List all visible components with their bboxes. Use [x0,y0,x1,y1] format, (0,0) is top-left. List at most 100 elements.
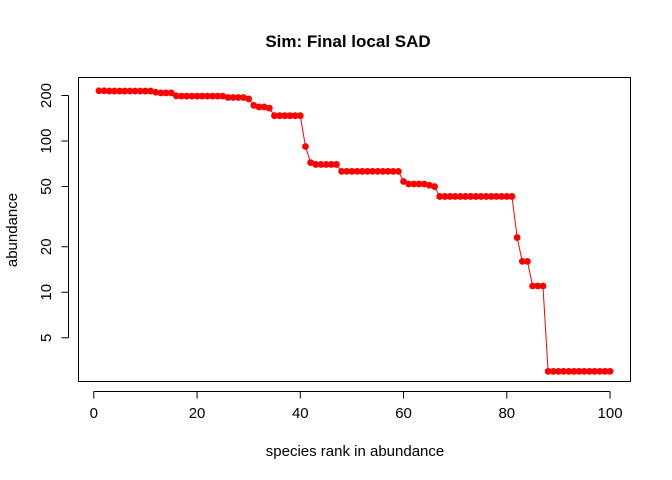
data-point [219,92,227,100]
data-point [209,92,216,100]
data-point [477,193,485,200]
data-point [534,282,542,290]
data-point [291,112,299,120]
x-tick-label: 0 [90,405,98,422]
data-point [415,180,423,188]
data-point [425,181,433,189]
data-point [147,87,154,95]
data-point [591,367,598,375]
data-point [281,112,289,120]
data-point [601,367,609,375]
data-point [508,193,516,200]
x-axis-label: species rank in abundance [266,443,444,460]
data-point [167,89,175,97]
y-tick-label: 5 [38,334,55,342]
data-point [503,193,511,200]
data-point [570,367,578,375]
data-point [436,193,444,200]
data-point [524,257,531,265]
x-tick-label: 100 [598,405,623,422]
series-segment [300,118,306,144]
data-point [389,167,397,175]
series-segment [270,110,274,114]
data-point [369,167,376,175]
y-axis-label: abundance [4,193,21,267]
data-point [136,87,144,95]
data-point [188,92,196,100]
data-point [95,87,103,95]
data-point [178,92,185,100]
data-point [513,234,521,241]
series-lines [250,101,549,369]
series-segment [542,289,549,369]
data-point [214,92,222,100]
data-point [338,167,345,175]
data-point [157,89,165,97]
data-point [203,92,211,100]
data-point [400,178,407,185]
data-point [105,87,113,95]
series-segment [337,166,341,170]
data-point [420,180,428,188]
x-axis: 0 20 40 60 80 100 [90,391,623,422]
data-point [498,193,506,200]
data-point [348,167,356,175]
y-tick-label: 100 [38,128,55,153]
data-point [317,161,325,168]
series-segment [305,149,311,160]
data-point [302,143,309,150]
data-point [379,167,387,175]
data-point [596,367,604,375]
x-tick-label: 60 [395,405,412,422]
data-point [312,161,320,168]
y-tick-label: 20 [38,238,55,255]
data-point [152,88,160,96]
y-tick-label: 10 [38,284,55,301]
series-segment [435,189,439,194]
data-point [198,92,206,100]
data-point [467,193,475,200]
x-tick-label: 20 [189,405,206,422]
data-point [456,193,464,200]
data-point [276,112,284,120]
data-point [575,367,583,375]
data-point [224,94,232,101]
data-point [446,193,454,200]
data-point [358,167,366,175]
data-point [410,180,418,188]
data-point [327,161,335,168]
data-point [441,193,449,200]
data-point [487,193,495,200]
x-tick-label: 80 [498,405,515,422]
data-point [286,112,294,120]
data-point [126,87,134,95]
data-point [333,161,340,168]
data-point [322,161,330,168]
data-point [364,167,371,175]
plot-frame [78,77,631,382]
data-point [343,167,351,175]
series-segment [399,173,403,179]
data-point [462,193,469,200]
chart-title: Sim: Final local SAD [265,32,430,51]
data-point [142,87,149,95]
data-point [529,282,537,290]
data-point [431,183,438,190]
data-point [374,167,382,175]
y-tick-label: 200 [38,83,55,108]
data-point [493,193,500,200]
data-point [131,87,139,95]
data-point [353,167,361,175]
data-point [183,92,191,100]
data-point [121,87,129,95]
data-point [580,367,588,375]
data-point [384,167,392,175]
series-segment [250,101,253,104]
y-axis: 5 10 20 50 100 200 [38,83,69,342]
data-point [586,367,593,375]
x-tick-label: 40 [292,405,309,422]
data-point [549,367,557,375]
data-point [265,104,273,112]
